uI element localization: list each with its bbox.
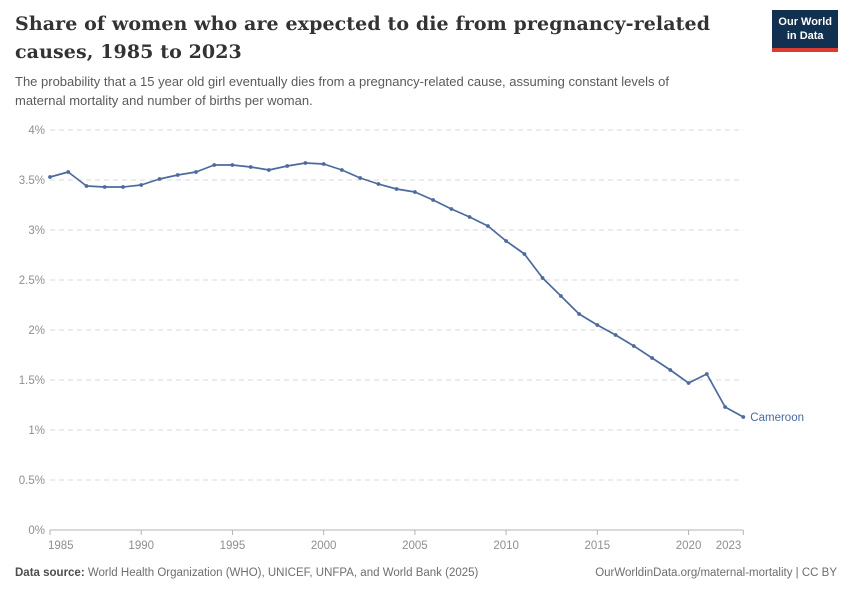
data-point — [194, 170, 198, 174]
y-tick-label: 2% — [28, 325, 45, 337]
y-tick-label: 1.5% — [19, 375, 45, 387]
y-tick-label: 0.5% — [19, 475, 45, 487]
data-point — [358, 176, 363, 180]
data-point — [595, 323, 600, 327]
y-tick-label: 2.5% — [19, 275, 45, 287]
line-chart: 0% 0.5% 1% 1.5% 2% 2.5% 3% 3.5% 4% 1985 1990 1995 20… — [19, 125, 804, 552]
y-tick-label: 3.5% — [19, 175, 45, 187]
data-point — [486, 224, 490, 228]
data-point — [522, 252, 527, 256]
data-point — [704, 372, 709, 376]
data-source: Data source: World Health Organization (… — [15, 566, 478, 581]
data-source-label: Data source: — [15, 567, 85, 579]
data-point — [467, 215, 472, 219]
y-tick-label: 0% — [28, 525, 45, 537]
x-tick-label: 1995 — [220, 540, 246, 552]
data-line — [49, 162, 745, 418]
page-title: Share of women who are expected to die f… — [15, 11, 710, 66]
data-point — [559, 294, 563, 298]
x-tick-label: 2023 — [716, 540, 742, 552]
x-tick-label: 1985 — [48, 540, 74, 552]
x-tick-label: 2010 — [493, 540, 519, 552]
data-point — [267, 168, 271, 172]
data-point — [84, 184, 89, 188]
data-point — [102, 185, 107, 189]
data-point — [723, 405, 727, 409]
x-tick-label: 2020 — [676, 540, 702, 552]
data-source-text: World Health Organization (WHO), UNICEF,… — [84, 567, 479, 579]
data-point — [413, 190, 417, 194]
data-point — [540, 276, 545, 280]
title-line-1: Share of women who are expected to die f… — [15, 13, 711, 35]
data-point — [121, 185, 125, 189]
data-point — [613, 333, 618, 337]
series-end-label: Cameroon — [750, 412, 804, 424]
data-point — [212, 163, 217, 167]
x-tick-label: 2000 — [311, 540, 337, 552]
title-line-2: causes, 1985 to 2023 — [15, 40, 242, 63]
data-point — [577, 312, 581, 316]
data-point — [668, 368, 673, 372]
data-point — [741, 415, 746, 419]
subtitle-line-2: maternal mortality and number of births … — [15, 93, 313, 108]
logo-line-2: in Data — [786, 29, 824, 42]
data-point — [230, 163, 235, 167]
data-point — [650, 356, 654, 360]
data-point — [376, 182, 381, 186]
data-point — [48, 175, 52, 179]
chart-footer: Data source: World Health Organization (… — [15, 566, 837, 581]
data-point — [175, 173, 180, 177]
y-tick-label: 4% — [28, 125, 45, 137]
data-point — [686, 381, 691, 385]
logo-line-1: Our World — [778, 16, 832, 28]
data-point — [303, 161, 308, 165]
chart-subtitle: The probability that a 15 year old girl … — [15, 72, 669, 110]
data-point — [248, 165, 253, 169]
y-tick-label: 1% — [28, 425, 45, 437]
x-tick-label: 1990 — [128, 540, 154, 552]
data-point — [157, 177, 162, 181]
owid-logo: Our World in Data — [772, 10, 838, 52]
data-point — [394, 187, 399, 191]
subtitle-line-1: The probability that a 15 year old girl … — [15, 74, 669, 89]
data-point — [340, 168, 344, 172]
data-point — [321, 162, 326, 166]
data-point — [449, 207, 454, 211]
attribution: OurWorldinData.org/maternal-mortality | … — [595, 567, 837, 579]
data-point — [431, 198, 435, 202]
data-point — [631, 344, 636, 348]
x-tick-label: 2005 — [402, 540, 428, 552]
data-point — [66, 170, 71, 174]
y-tick-label: 3% — [28, 225, 45, 237]
data-point — [139, 183, 144, 187]
data-point — [504, 239, 508, 243]
x-tick-label: 2015 — [585, 540, 611, 552]
data-point — [285, 164, 290, 168]
